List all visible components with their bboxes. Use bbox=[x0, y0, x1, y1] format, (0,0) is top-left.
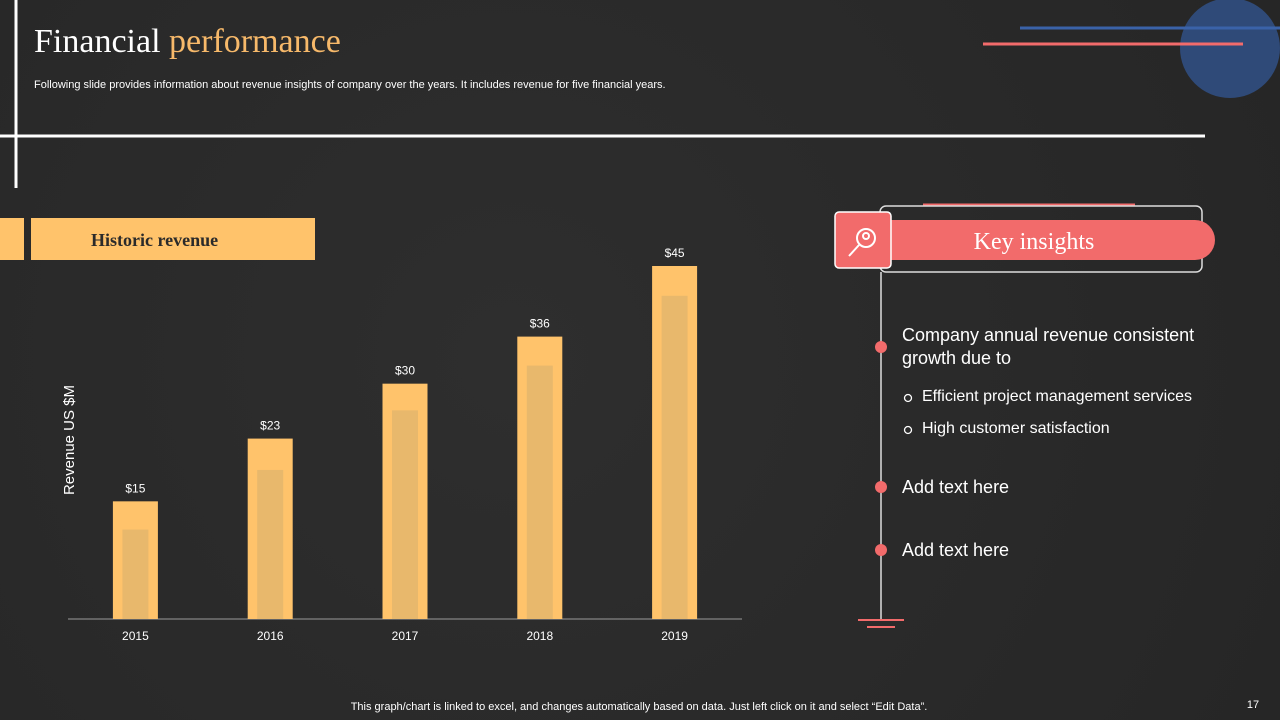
timeline-dot bbox=[875, 544, 887, 556]
insight-subpoint: High customer satisfaction bbox=[922, 420, 1110, 437]
timeline-dot bbox=[875, 341, 887, 353]
insight-text: Add text here bbox=[902, 477, 1010, 497]
x-tick-label: 2018 bbox=[526, 629, 553, 643]
title: Financial performance bbox=[34, 23, 341, 60]
banner-tab bbox=[0, 218, 24, 260]
y-axis-label: Revenue US $M bbox=[61, 385, 78, 495]
x-tick-label: 2015 bbox=[122, 629, 149, 643]
footer-note: This graph/chart is linked to excel, and… bbox=[351, 701, 928, 713]
x-tick-label: 2019 bbox=[661, 629, 688, 643]
insight-text: Add text here bbox=[902, 540, 1010, 560]
title-part: performance bbox=[169, 23, 341, 60]
page-number: 17 bbox=[1247, 699, 1259, 711]
bullet bbox=[903, 425, 913, 435]
subtitle: Following slide provides information abo… bbox=[34, 79, 666, 91]
value-label: $15 bbox=[125, 481, 145, 495]
insights-icon bbox=[848, 228, 876, 257]
bar bbox=[661, 295, 688, 619]
x-tick-label: 2017 bbox=[392, 629, 419, 643]
insight-text: Company annual revenue consistent growth… bbox=[902, 325, 1195, 368]
banner bbox=[31, 218, 315, 260]
decor-circle bbox=[1180, 0, 1280, 98]
value-label: $36 bbox=[530, 317, 550, 331]
value-label: $23 bbox=[260, 419, 280, 433]
insights-icon-box bbox=[834, 211, 892, 269]
bar bbox=[122, 529, 149, 619]
x-tick-label: 2016 bbox=[257, 629, 284, 643]
bullet bbox=[903, 393, 913, 403]
timeline-dot bbox=[875, 481, 887, 493]
insights-title: Key insights bbox=[974, 229, 1095, 255]
insights-banner bbox=[840, 220, 1215, 260]
value-label: $45 bbox=[665, 246, 685, 260]
insight-subpoint: Efficient project management services bbox=[922, 388, 1193, 405]
bar bbox=[257, 469, 284, 619]
title-part: Financial bbox=[34, 23, 161, 60]
value-label: $30 bbox=[395, 364, 415, 378]
bar bbox=[526, 365, 553, 619]
bar bbox=[392, 410, 418, 619]
chart-title: Historic revenue bbox=[91, 230, 218, 250]
